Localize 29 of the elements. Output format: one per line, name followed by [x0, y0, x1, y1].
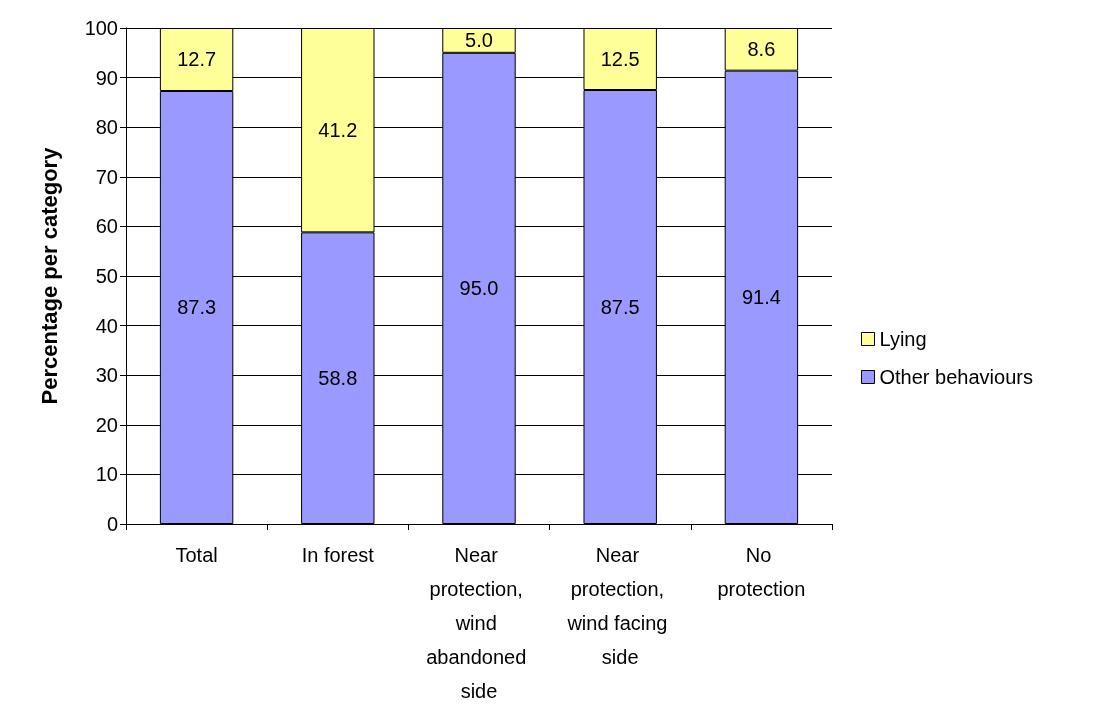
data-label: 91.4 — [741, 286, 781, 309]
data-label: 8.6 — [747, 38, 776, 61]
y-tick-label: 0 — [106, 513, 118, 535]
x-tick-label: Near protection, wind facing side — [566, 544, 674, 668]
legend-label: Other behaviours — [879, 366, 1033, 388]
y-axis-title: Percentage per category — [36, 146, 62, 405]
legend-label: Lying — [879, 328, 927, 350]
data-label: 58.8 — [318, 367, 358, 390]
x-tick-label: No protection — [717, 544, 806, 600]
x-tick-label: In forest — [301, 544, 375, 566]
data-label: 95.0 — [459, 277, 499, 300]
y-tick-label: 40 — [95, 314, 118, 337]
y-tick-label: 50 — [95, 265, 118, 287]
data-label: 12.5 — [600, 48, 640, 70]
y-tick-label: 70 — [95, 165, 118, 188]
x-tick-label: Total — [175, 544, 218, 566]
y-tick-label: 90 — [95, 66, 118, 89]
y-tick-label: 80 — [95, 116, 118, 139]
data-label: 5.0 — [465, 29, 493, 52]
data-label: 87.3 — [177, 296, 217, 319]
x-tick-label: Near protection, wind abandoned side — [426, 544, 532, 702]
data-label: 12.7 — [177, 48, 217, 71]
y-tick-label: 10 — [95, 463, 118, 486]
y-tick-label: 30 — [95, 364, 118, 387]
data-label: 41.2 — [318, 119, 358, 142]
y-tick-label: 60 — [95, 215, 118, 238]
y-tick-label: 20 — [95, 413, 118, 436]
data-label: 87.5 — [600, 296, 640, 318]
y-tick-label: 100 — [84, 17, 118, 39]
